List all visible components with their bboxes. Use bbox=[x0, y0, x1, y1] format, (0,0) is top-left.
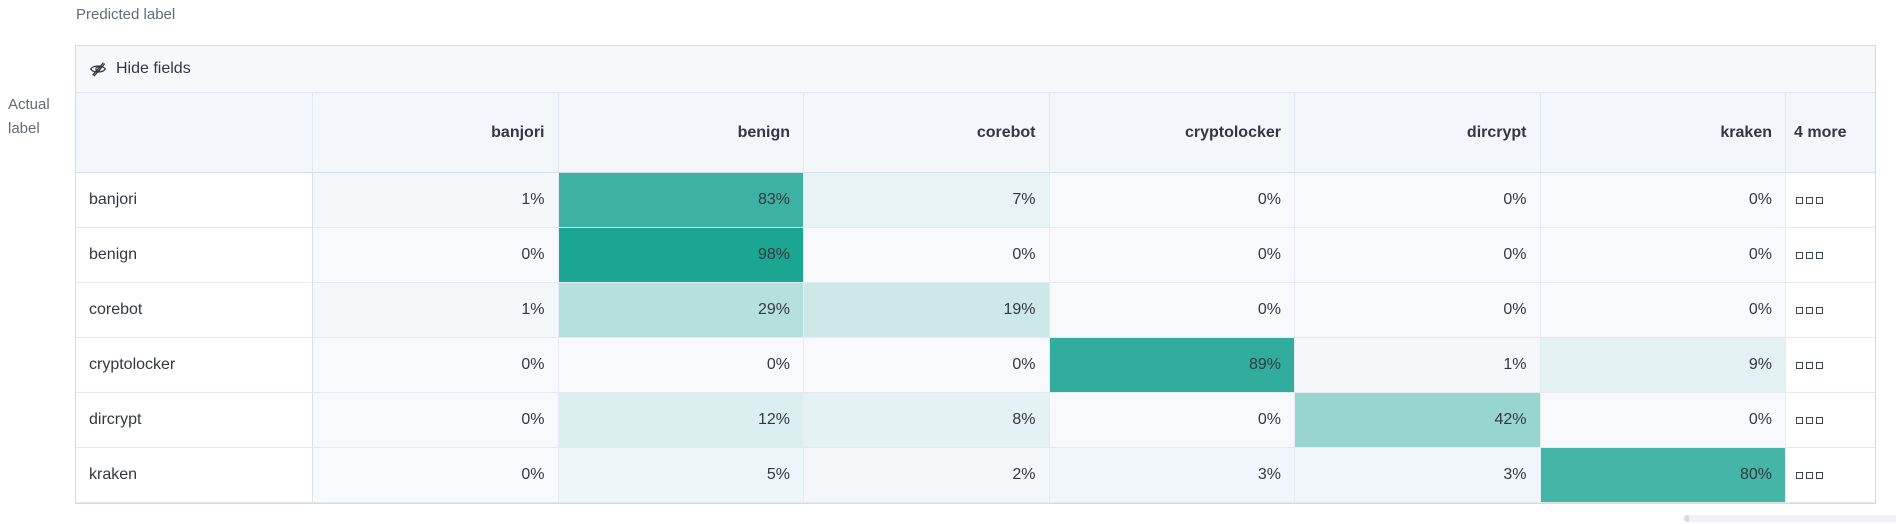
column-header-more[interactable]: 4 more bbox=[1786, 93, 1875, 173]
cell-kraken-kraken: 80% bbox=[1540, 448, 1786, 503]
cell-dircrypt-dircrypt: 42% bbox=[1295, 393, 1541, 448]
cell-banjori-dircrypt: 0% bbox=[1295, 173, 1541, 228]
cell-corebot-cryptolocker: 0% bbox=[1049, 283, 1295, 338]
grid-toolbar: Hide fields bbox=[76, 46, 1875, 93]
boxes-horizontal-icon[interactable] bbox=[1786, 448, 1875, 503]
cell-banjori-kraken: 0% bbox=[1540, 173, 1786, 228]
cell-benign-corebot: 0% bbox=[804, 228, 1050, 283]
row-label-banjori: banjori bbox=[76, 173, 313, 228]
actual-axis-label: Actual label bbox=[8, 96, 50, 137]
eye-closed-icon bbox=[89, 60, 107, 78]
cell-benign-banjori: 0% bbox=[313, 228, 559, 283]
confusion-matrix-grid: Hide fields banjori benign corebot cryptolo… bbox=[75, 45, 1876, 504]
cell-kraken-corebot: 2% bbox=[804, 448, 1050, 503]
hide-fields-button[interactable]: Hide fields bbox=[89, 60, 191, 78]
cell-banjori-cryptolocker: 0% bbox=[1049, 173, 1295, 228]
column-header-kraken[interactable]: kraken bbox=[1540, 93, 1786, 173]
confusion-matrix-table: banjori benign corebot cryptolocker dircrypt… bbox=[76, 93, 1875, 503]
column-header-actual-label bbox=[76, 93, 313, 173]
predicted-axis-label: Predicted label bbox=[76, 6, 176, 23]
cell-benign-cryptolocker: 0% bbox=[1049, 228, 1295, 283]
cell-cryptolocker-kraken: 9% bbox=[1540, 338, 1786, 393]
cell-banjori-banjori: 1% bbox=[313, 173, 559, 228]
cell-corebot-benign: 29% bbox=[558, 283, 804, 338]
cell-cryptolocker-dircrypt: 1% bbox=[1295, 338, 1541, 393]
boxes-horizontal-icon[interactable] bbox=[1786, 393, 1875, 448]
boxes-horizontal-icon[interactable] bbox=[1786, 283, 1875, 338]
cell-cryptolocker-corebot: 0% bbox=[804, 338, 1050, 393]
cell-dircrypt-corebot: 8% bbox=[804, 393, 1050, 448]
column-header-cryptolocker[interactable]: cryptolocker bbox=[1049, 93, 1295, 173]
row-label-benign: benign bbox=[76, 228, 313, 283]
cell-cryptolocker-benign: 0% bbox=[558, 338, 804, 393]
cell-dircrypt-benign: 12% bbox=[558, 393, 804, 448]
column-header-dircrypt[interactable]: dircrypt bbox=[1295, 93, 1541, 173]
boxes-horizontal-icon[interactable] bbox=[1786, 228, 1875, 283]
cell-cryptolocker-cryptolocker: 89% bbox=[1049, 338, 1295, 393]
cell-benign-dircrypt: 0% bbox=[1295, 228, 1541, 283]
cell-corebot-kraken: 0% bbox=[1540, 283, 1786, 338]
row-label-corebot: corebot bbox=[76, 283, 313, 338]
row-label-kraken: kraken bbox=[76, 448, 313, 503]
cell-kraken-cryptolocker: 3% bbox=[1049, 448, 1295, 503]
cell-corebot-corebot: 19% bbox=[804, 283, 1050, 338]
cell-benign-benign: 98% bbox=[558, 228, 804, 283]
row-label-dircrypt: dircrypt bbox=[76, 393, 313, 448]
cell-kraken-dircrypt: 3% bbox=[1295, 448, 1541, 503]
cell-cryptolocker-banjori: 0% bbox=[313, 338, 559, 393]
boxes-horizontal-icon[interactable] bbox=[1786, 173, 1875, 228]
boxes-horizontal-icon[interactable] bbox=[1786, 338, 1875, 393]
column-header-benign[interactable]: benign bbox=[558, 93, 804, 173]
cell-kraken-banjori: 0% bbox=[313, 448, 559, 503]
cell-dircrypt-banjori: 0% bbox=[313, 393, 559, 448]
horizontal-scrollbar-thumb[interactable] bbox=[1684, 515, 1896, 522]
cell-corebot-banjori: 1% bbox=[313, 283, 559, 338]
cell-dircrypt-cryptolocker: 0% bbox=[1049, 393, 1295, 448]
cell-dircrypt-kraken: 0% bbox=[1540, 393, 1786, 448]
cell-banjori-benign: 83% bbox=[558, 173, 804, 228]
cell-banjori-corebot: 7% bbox=[804, 173, 1050, 228]
column-header-corebot[interactable]: corebot bbox=[804, 93, 1050, 173]
cell-kraken-benign: 5% bbox=[558, 448, 804, 503]
column-header-banjori[interactable]: banjori bbox=[313, 93, 559, 173]
cell-benign-kraken: 0% bbox=[1540, 228, 1786, 283]
cell-corebot-dircrypt: 0% bbox=[1295, 283, 1541, 338]
row-label-cryptolocker: cryptolocker bbox=[76, 338, 313, 393]
hide-fields-label: Hide fields bbox=[116, 60, 191, 77]
